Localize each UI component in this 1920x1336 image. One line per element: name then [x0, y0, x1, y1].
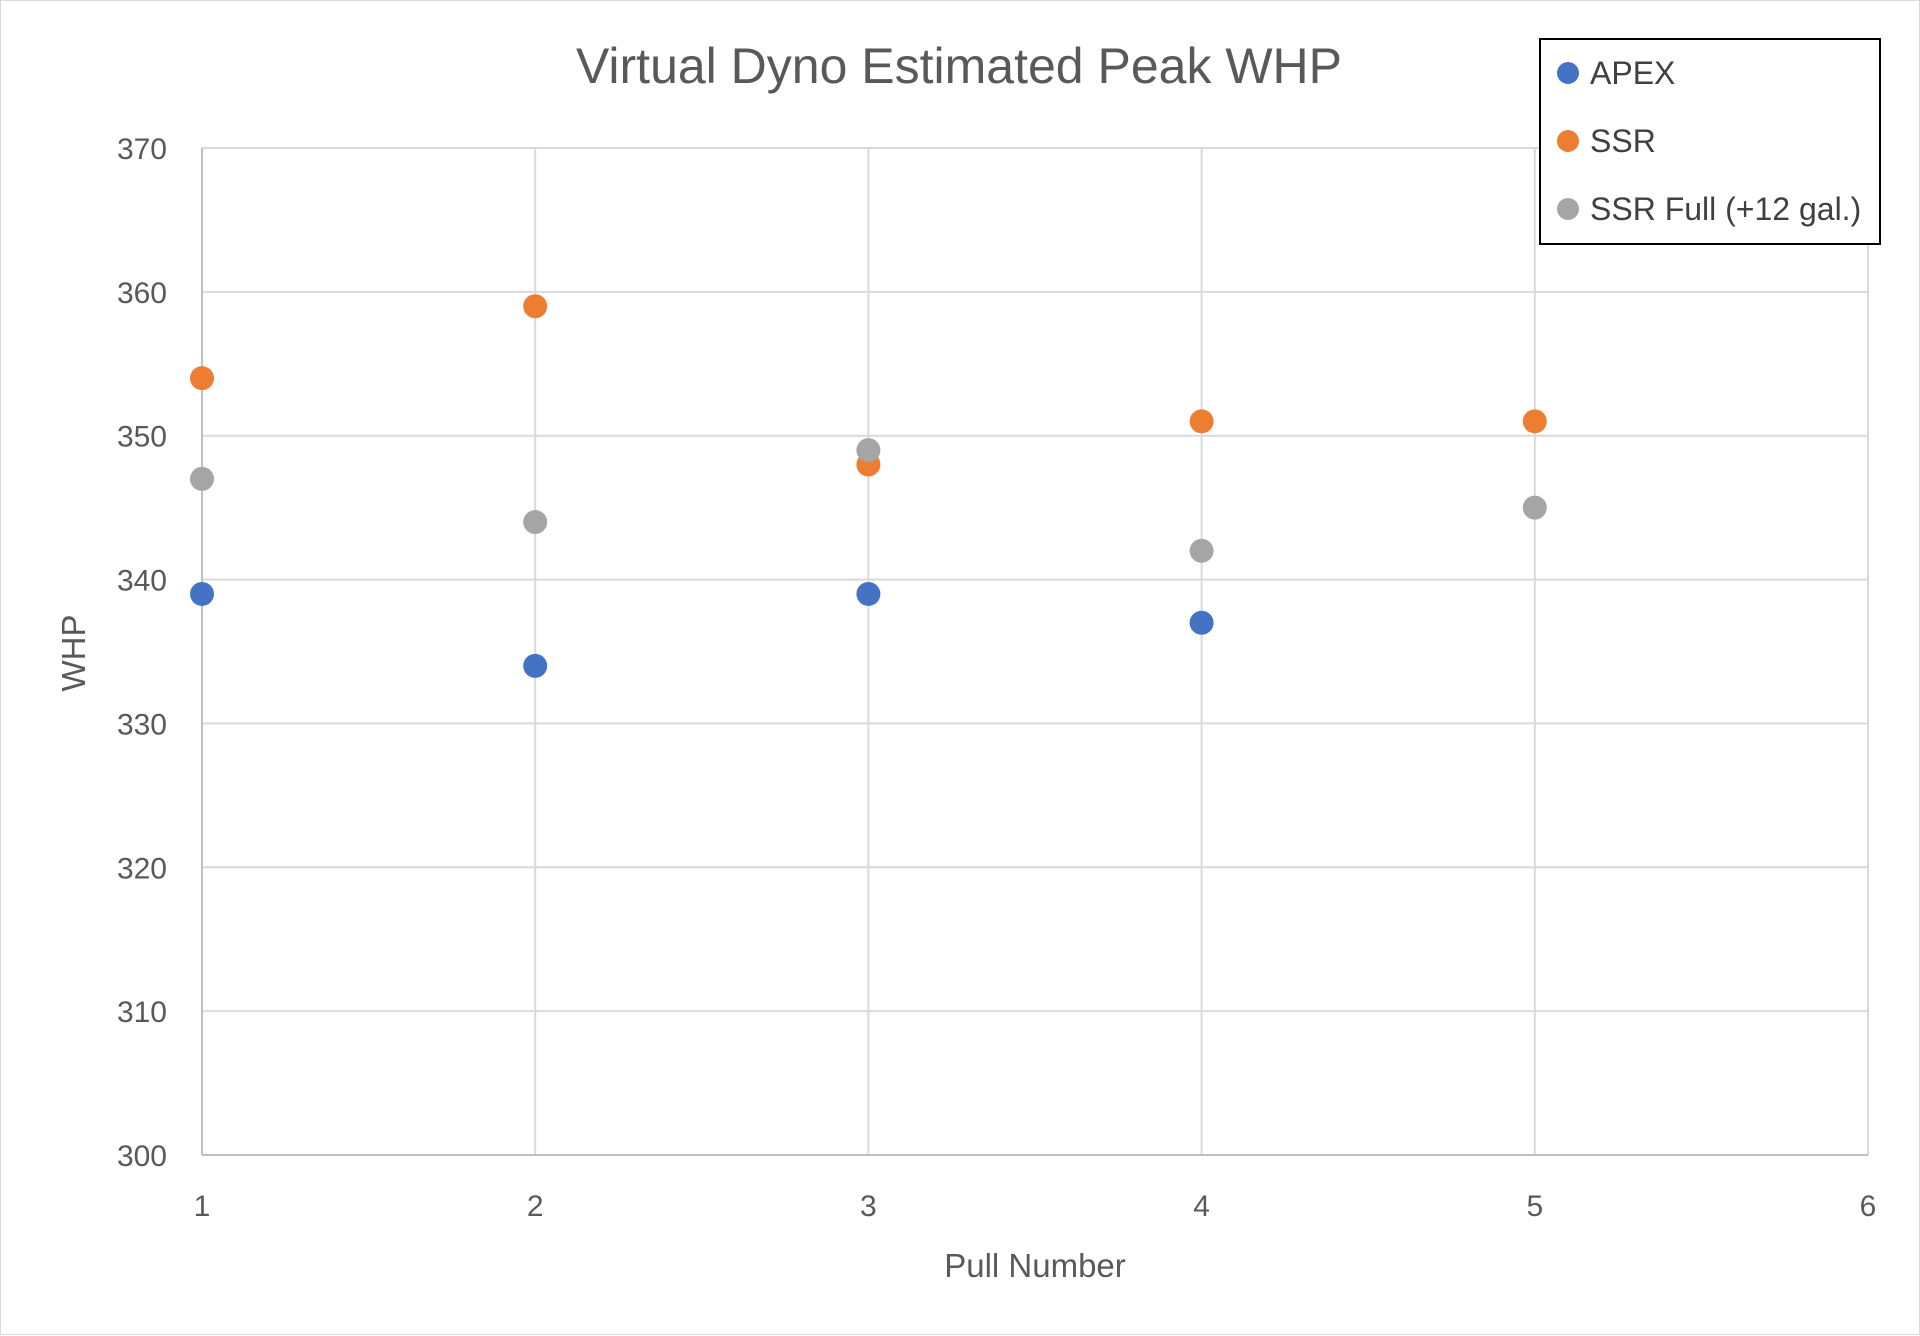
legend-marker-apex: [1557, 62, 1579, 84]
point-ssr-4: [1189, 409, 1214, 434]
legend-box: [1539, 38, 1881, 245]
legend-label-apex: APEX: [1590, 55, 1675, 91]
y-tick-label-3: 330: [117, 708, 167, 741]
chart-title: Virtual Dyno Estimated Peak WHP: [576, 38, 1342, 94]
point-ssr-full-12-gal-3: [856, 438, 881, 463]
point-ssr-2: [523, 294, 548, 319]
legend-label-ssr: SSR: [1590, 123, 1656, 159]
point-apex-1: [190, 581, 214, 606]
y-tick-label-4: 340: [117, 565, 167, 598]
y-axis-title: WHP: [55, 615, 92, 692]
data-points: [190, 294, 1547, 678]
y-tick-label-7: 370: [117, 133, 167, 166]
y-tick-label-1: 310: [117, 996, 167, 1029]
x-tick-label-2: 3: [860, 1190, 877, 1223]
y-tick-label-5: 350: [117, 421, 167, 454]
axes: [201, 148, 1868, 1156]
point-ssr-full-12-gal-4: [1189, 538, 1214, 563]
legend-label-ssr-full-12-gal: SSR Full (+12 gal.): [1590, 191, 1861, 227]
y-tick-labels: 300 310 320 330 340 350 360 370: [117, 133, 167, 1173]
point-apex-4: [1189, 610, 1214, 635]
point-ssr-1: [190, 366, 214, 391]
point-ssr-5: [1522, 409, 1547, 434]
y-tick-label-6: 360: [117, 277, 167, 310]
y-tick-label-2: 320: [117, 852, 167, 885]
x-tick-label-5: 6: [1860, 1190, 1877, 1223]
legend-marker-ssr-full-12-gal: [1557, 198, 1579, 220]
y-tick-label-0: 300: [117, 1140, 167, 1173]
point-apex-2: [523, 653, 548, 678]
x-axis-title: Pull Number: [944, 1247, 1126, 1284]
gridlines: [202, 147, 1869, 1155]
x-tick-labels: 1 2 3 4 5 6: [194, 1190, 1877, 1223]
point-ssr-full-12-gal-5: [1522, 495, 1547, 520]
point-ssr-full-12-gal-1: [190, 466, 214, 491]
x-tick-label-1: 2: [527, 1190, 544, 1223]
x-tick-label-0: 1: [194, 1190, 211, 1223]
legend-entries: APEX SSR SSR Full (+12 gal.): [1557, 55, 1861, 227]
point-ssr-full-12-gal-2: [523, 510, 548, 535]
legend-marker-ssr: [1557, 130, 1579, 152]
legend: APEX SSR SSR Full (+12 gal.): [1539, 38, 1881, 245]
x-tick-label-3: 4: [1193, 1190, 1210, 1223]
point-apex-3: [856, 581, 881, 606]
x-tick-label-4: 5: [1526, 1190, 1543, 1223]
